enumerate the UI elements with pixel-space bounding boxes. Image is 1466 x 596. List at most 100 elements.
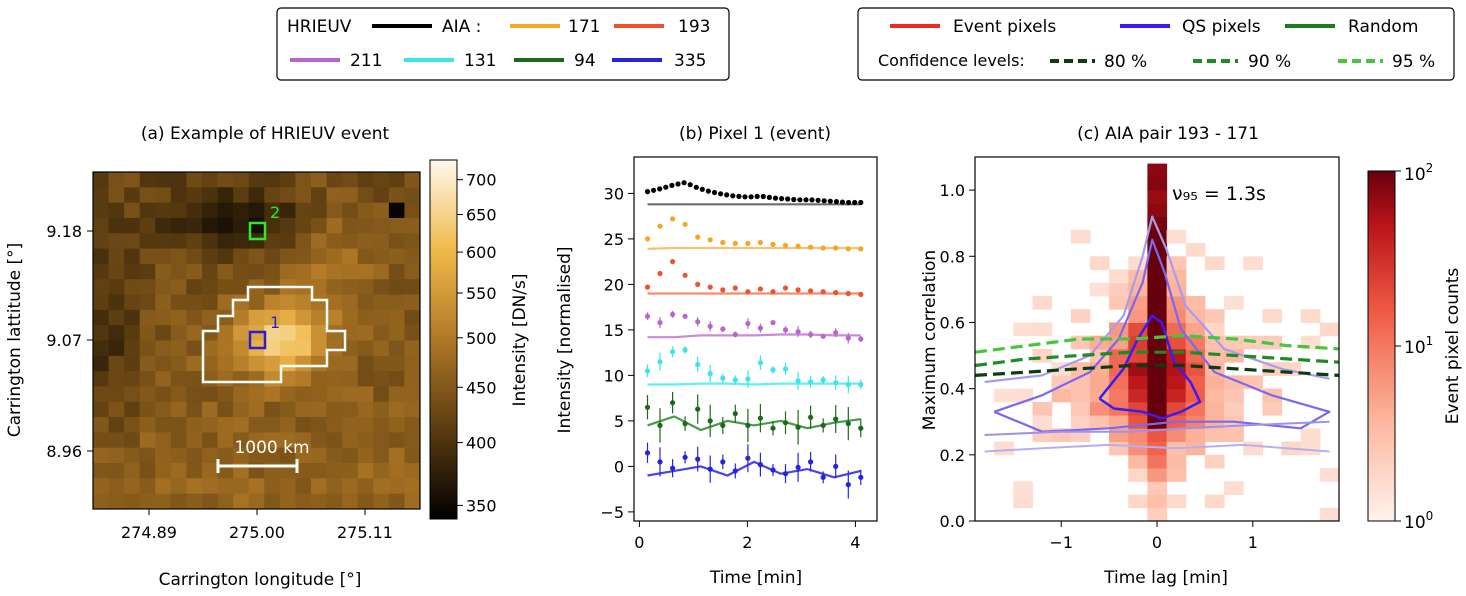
- image-pixel: [93, 478, 110, 495]
- image-pixel: [233, 478, 250, 495]
- image-pixel: [264, 401, 281, 418]
- histogram-bin: [1166, 388, 1187, 403]
- panel-c-contours: [984, 215, 1331, 453]
- image-pixel: [155, 493, 172, 509]
- data-point-HRIEUV: [846, 199, 852, 206]
- image-pixel: [186, 340, 203, 357]
- colorbar-tick-label: 450: [466, 378, 497, 397]
- image-pixel: [311, 478, 328, 495]
- colorbar-tick-label: 350: [466, 496, 497, 515]
- image-pixel: [170, 325, 188, 342]
- image-pixel: [139, 432, 156, 449]
- image-pixel: [186, 325, 203, 342]
- image-pixel: [248, 263, 265, 280]
- image-pixel: [233, 217, 250, 234]
- image-pixel: [170, 172, 188, 188]
- image-pixel: [186, 355, 203, 372]
- image-pixel: [357, 217, 374, 234]
- image-pixel: [326, 355, 343, 372]
- image-pixel: [108, 417, 125, 434]
- histogram-bin: [1185, 375, 1206, 390]
- image-pixel: [217, 279, 234, 296]
- image-pixel: [248, 233, 265, 250]
- data-point-211: [782, 327, 789, 333]
- data-point-131: [845, 381, 851, 388]
- image-pixel: [357, 294, 374, 311]
- histogram-bin: [1128, 441, 1148, 456]
- image-pixel: [388, 417, 406, 434]
- image-pixel: [93, 371, 110, 388]
- panel-c-ticks: −1 0 1 0.0 0.2 0.4 0.6 0.8 1.0: [940, 181, 1258, 552]
- data-point-335: [757, 462, 764, 468]
- colorbar-tick-label: 600: [466, 243, 497, 262]
- histogram-bin: [1147, 375, 1168, 390]
- image-pixel: [311, 172, 328, 188]
- image-pixel: [170, 401, 188, 418]
- image-pixel: [295, 263, 312, 280]
- image-pixel: [186, 248, 203, 265]
- panel-a-colorbar-ticks: 700 650 600 550 500 450 400 350: [457, 171, 497, 515]
- image-pixel: [139, 172, 156, 188]
- histogram-bin: [1089, 256, 1110, 270]
- image-pixel: [155, 463, 172, 479]
- image-pixel: [108, 187, 125, 204]
- image-pixel: [186, 401, 203, 418]
- data-point-211: [695, 319, 701, 325]
- histogram-bin: [1319, 507, 1339, 521]
- data-point-HRIEUV: [803, 197, 809, 203]
- image-pixel: [93, 263, 110, 280]
- image-pixel: [388, 233, 406, 250]
- image-pixel: [295, 325, 312, 342]
- image-pixel: [404, 294, 420, 311]
- image-pixel: [139, 355, 156, 372]
- image-pixel: [155, 187, 172, 204]
- image-pixel: [202, 463, 219, 479]
- panel-a-colorbar-label: Intensity [DN/s]: [510, 273, 530, 406]
- data-point-94: [770, 425, 776, 431]
- data-point-131: [770, 367, 776, 373]
- image-pixel: [124, 325, 141, 342]
- image-pixel: [139, 279, 156, 296]
- histogram-bin: [1339, 362, 1359, 376]
- image-pixel: [233, 309, 250, 326]
- histogram-bin: [1013, 322, 1033, 337]
- image-pixel: [186, 172, 203, 188]
- histogram-bin: [1204, 401, 1225, 416]
- image-pixel: [388, 263, 406, 280]
- image-pixel: [326, 478, 343, 495]
- image-pixel: [311, 248, 328, 265]
- pixel-1-label: 1: [270, 313, 280, 332]
- image-pixel: [404, 478, 420, 495]
- data-point-335: [657, 459, 663, 465]
- histogram-bin: [1070, 229, 1091, 244]
- image-pixel: [264, 233, 281, 250]
- image-pixel: [108, 309, 125, 326]
- image-pixel: [264, 202, 281, 219]
- image-pixel: [248, 432, 265, 449]
- image-pixel: [342, 401, 359, 418]
- histogram-bin: [1109, 388, 1129, 403]
- histogram-bin: [1147, 388, 1168, 403]
- image-pixel: [342, 309, 359, 326]
- histogram-bin: [1224, 481, 1244, 495]
- image-pixel: [108, 202, 125, 219]
- data-point-211: [707, 323, 713, 329]
- panel-c-ytick-label: 0.6: [940, 313, 965, 332]
- image-pixel: [295, 432, 312, 449]
- data-point-HRIEUV: [766, 194, 773, 200]
- panel-b-ylabel: Intensity [normalised]: [555, 246, 575, 433]
- histogram-bin: [1147, 243, 1168, 257]
- data-point-HRIEUV: [657, 186, 663, 192]
- image-pixel: [93, 172, 110, 188]
- histogram-bin: [1147, 468, 1168, 482]
- data-point-211: [682, 313, 688, 319]
- histogram-bin: [1300, 309, 1321, 323]
- image-pixel: [124, 340, 141, 357]
- data-point-94: [757, 415, 764, 421]
- panel-c-colorbar-tick-label: 101: [1404, 334, 1433, 358]
- image-pixel: [124, 172, 141, 188]
- data-point-193: [644, 284, 651, 290]
- image-pixel: [202, 233, 219, 250]
- image-pixel: [404, 279, 420, 296]
- image-pixel: [264, 447, 281, 464]
